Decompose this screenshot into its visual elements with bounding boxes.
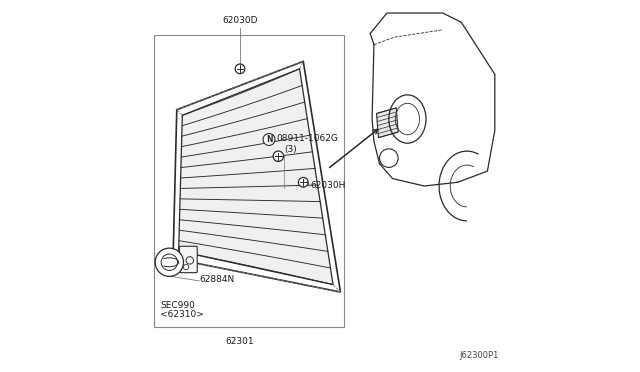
FancyBboxPatch shape (179, 246, 197, 273)
Circle shape (263, 134, 275, 145)
Circle shape (186, 257, 193, 264)
Circle shape (273, 151, 284, 161)
Text: SEC990: SEC990 (160, 301, 195, 310)
Polygon shape (376, 108, 398, 138)
Text: <62310>: <62310> (160, 310, 204, 319)
Bar (154, 35, 344, 327)
Text: N: N (266, 135, 272, 144)
Circle shape (298, 177, 308, 187)
Text: 62030D: 62030D (222, 16, 258, 25)
Circle shape (161, 254, 177, 270)
Text: (3): (3) (284, 145, 297, 154)
Circle shape (235, 64, 245, 74)
Circle shape (156, 248, 184, 276)
Text: 08911-1062G: 08911-1062G (276, 134, 339, 143)
Circle shape (184, 264, 189, 270)
Text: J62300P1: J62300P1 (459, 351, 499, 360)
Polygon shape (179, 69, 333, 285)
Text: 62884N: 62884N (199, 275, 234, 284)
Text: 62301: 62301 (226, 337, 254, 346)
Text: 62030H: 62030H (310, 181, 346, 190)
